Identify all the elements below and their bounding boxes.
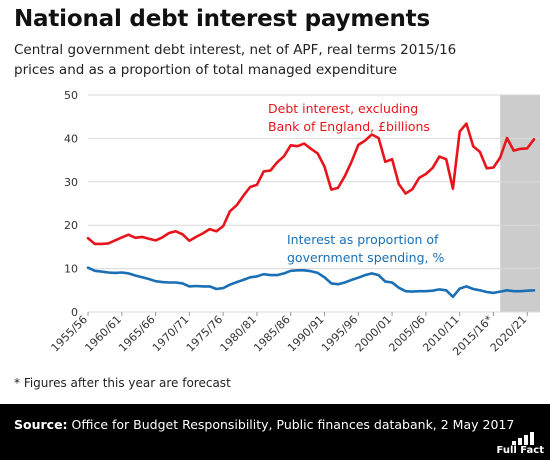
x-tick-label: 1995/96 xyxy=(319,313,361,355)
series-label-line-1: Debt interest, excluding xyxy=(268,101,418,116)
x-tick-label: 1965/66 xyxy=(116,313,158,355)
y-tick-label: 30 xyxy=(64,176,78,189)
y-tick-label: 10 xyxy=(64,263,78,276)
y-tick-label: 50 xyxy=(64,89,78,102)
series-label-line-2: Bank of England, £billions xyxy=(268,119,430,134)
x-tick-label: 1980/81 xyxy=(218,313,260,355)
source-label: Source: xyxy=(14,417,68,432)
debt-interest-line xyxy=(86,122,536,246)
x-tick-label: 1970/71 xyxy=(150,313,192,355)
series-label-line-2: government spending, % xyxy=(287,250,444,265)
x-tick-label: 1975/76 xyxy=(184,313,226,355)
full-fact-logo-icon xyxy=(512,432,534,445)
brand-name: Full Fact xyxy=(496,445,545,456)
forecast-footnote: * Figures after this year are forecast xyxy=(14,376,231,390)
x-tick-label: 1955/56 xyxy=(49,313,91,355)
subtitle-line-1: Central government debt interest, net of… xyxy=(14,42,457,58)
x-tick-label: 1990/91 xyxy=(285,313,327,355)
interest-proportion-line xyxy=(86,266,536,299)
source-detail: Office for Budget Responsibility, Public… xyxy=(71,417,515,432)
x-tick-label: 2000/01 xyxy=(353,313,395,355)
line-chart: 010203040501955/561960/611965/661970/711… xyxy=(49,89,540,358)
source-bar: Source: Office for Budget Responsibility… xyxy=(0,404,550,460)
y-tick-label: 0 xyxy=(71,306,78,319)
page-title: National debt interest payments xyxy=(14,6,430,32)
x-tick-label: 2020/21 xyxy=(488,313,530,355)
x-tick-label: 2005/06 xyxy=(386,313,428,355)
forecast-shading xyxy=(500,95,540,312)
x-tick-label: 1985/86 xyxy=(251,313,293,355)
y-tick-label: 40 xyxy=(64,132,78,145)
source-text: Source: Office for Budget Responsibility… xyxy=(14,417,514,432)
y-tick-label: 20 xyxy=(64,219,78,232)
chart-subtitle: Central government debt interest, net of… xyxy=(14,40,544,80)
subtitle-line-2: prices and as a proportion of total mana… xyxy=(14,62,398,78)
series-label-line-1: Interest as proportion of xyxy=(287,232,439,247)
x-tick-label: 1960/61 xyxy=(82,313,124,355)
